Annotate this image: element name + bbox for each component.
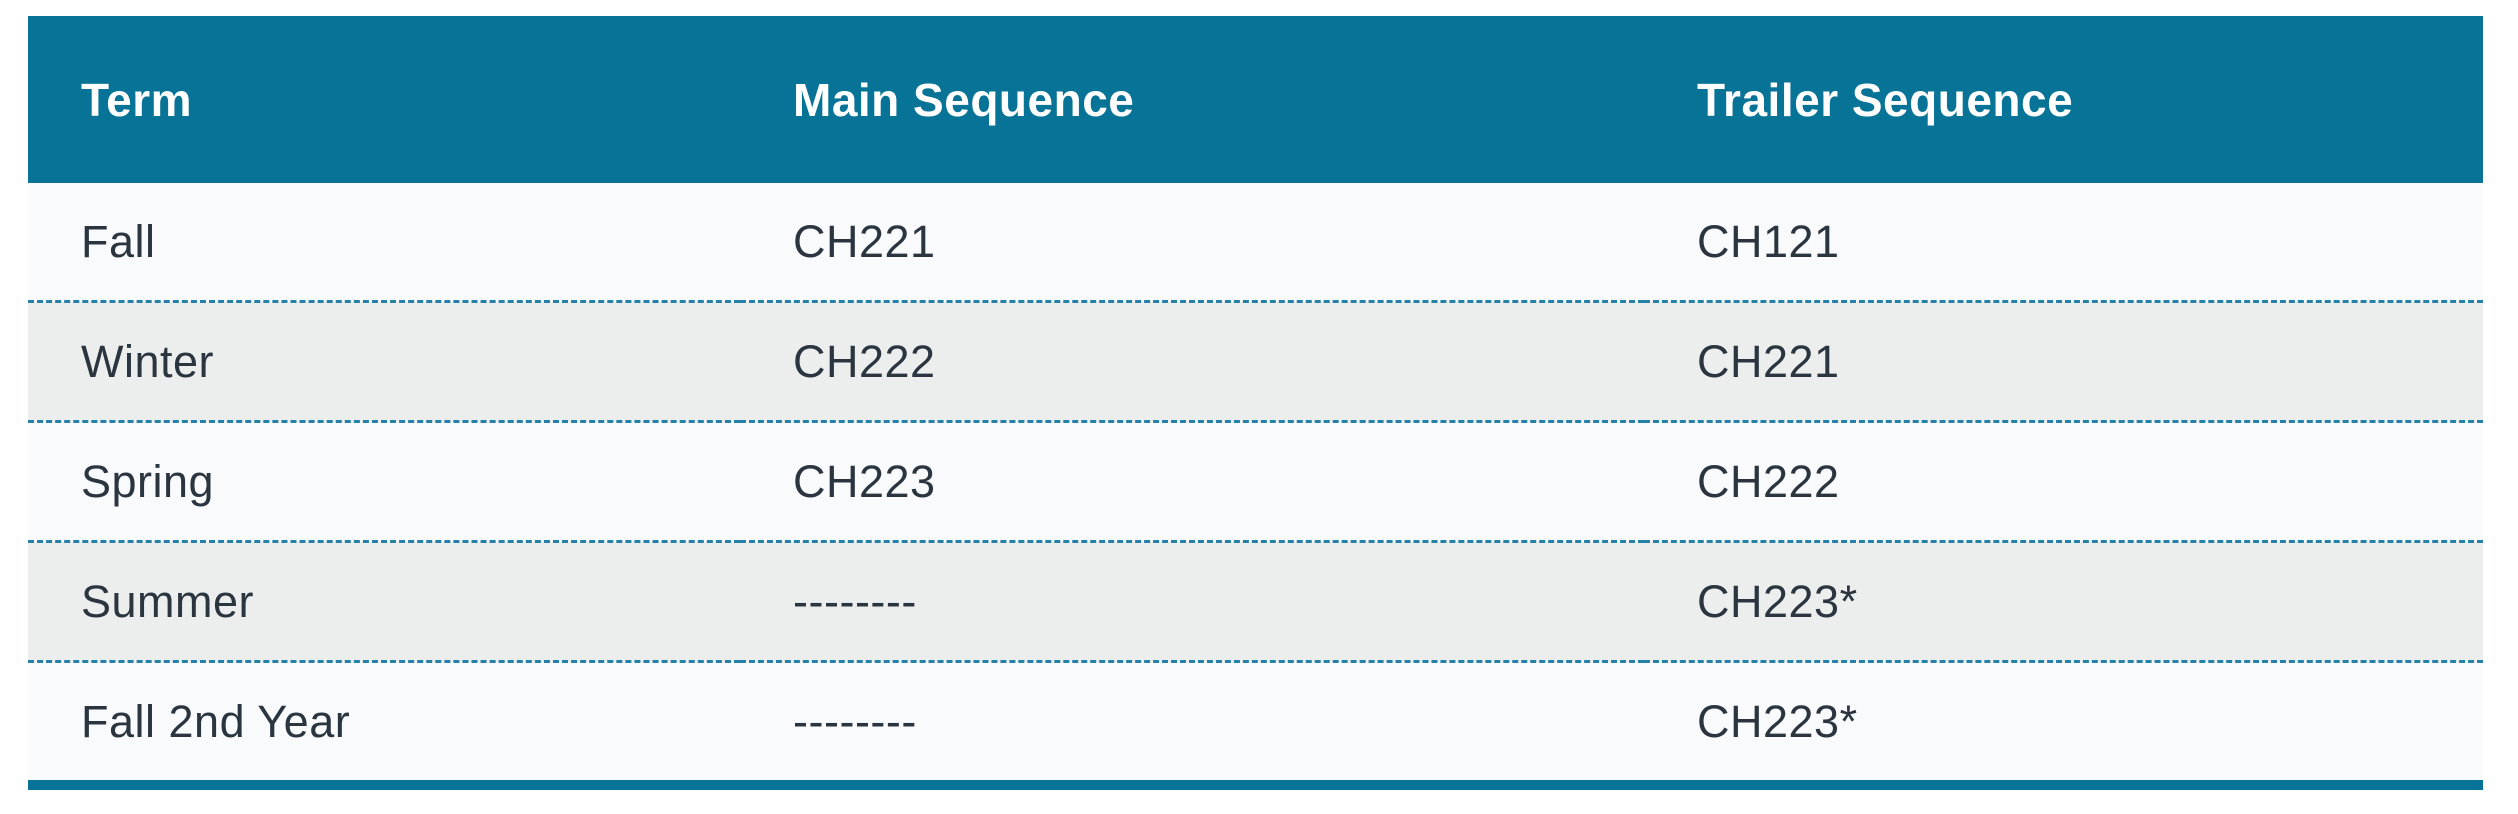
column-header-term: Term [28,16,740,183]
cell-trailer-sequence: CH222 [1644,420,2483,542]
table-row-winter: Winter CH222 CH221 [28,300,2483,422]
table-body: Fall CH221 CH121 Winter CH222 CH221 Spri… [28,183,2483,780]
cell-trailer-sequence: CH121 [1697,215,1840,267]
cell-trailer-sequence: CH223* [1644,660,2483,780]
cell-main-sequence: -------- [740,660,1644,780]
cell-trailer-sequence: CH223* [1644,540,2483,662]
table-header: Term Main Sequence Trailer Sequence [28,16,2483,183]
header-row: Term Main Sequence Trailer Sequence [28,16,2483,183]
table-bottom-border [28,780,2483,790]
cell-trailer-sequence: CH221 [1644,300,2483,422]
cell-term: Spring [28,420,740,542]
table-row-summer: Summer -------- CH223* [28,540,2483,662]
course-sequence-table: Term Main Sequence Trailer Sequence Fall… [28,16,2483,790]
column-header-main-sequence: Main Sequence [740,16,1644,183]
cell-term: Summer [28,540,740,662]
cell-main-sequence: CH223 [740,420,1644,542]
cell-main-sequence: CH222 [740,300,1644,422]
table-row-spring: Spring CH223 CH222 [28,420,2483,542]
term-sequence-table: Term Main Sequence Trailer Sequence Fall… [28,16,2483,780]
cell-term: Fall 2nd Year [28,660,740,780]
table-row-fall-2nd-year: Fall 2nd Year -------- CH223* [28,660,2483,780]
cell-main-sequence: -------- [740,540,1644,662]
column-header-trailer-sequence: Trailer Sequence [1644,16,2483,183]
cell-term: Winter [28,300,740,422]
cell-term: Fall [81,215,156,267]
table-row-fall: Fall CH221 CH121 [28,183,2483,302]
cell-main-sequence: CH221 [793,215,936,267]
